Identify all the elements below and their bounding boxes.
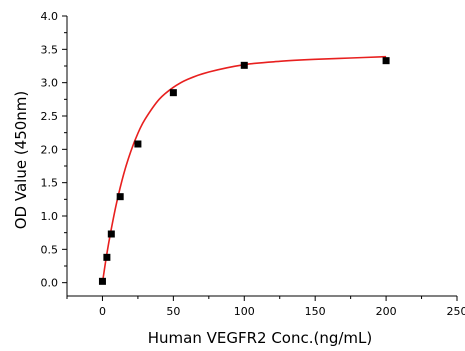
data-point (98, 277, 106, 285)
y-tick-label: 3.0 (41, 77, 59, 90)
x-tick-label: 150 (305, 305, 326, 318)
data-points-layer (98, 57, 390, 285)
y-tick-label: 2.5 (41, 110, 59, 123)
x-tick-label: 50 (166, 305, 180, 318)
data-point (103, 253, 111, 261)
x-tick-label: 0 (99, 305, 106, 318)
y-tick-label: 3.5 (41, 43, 59, 56)
fit-curve-layer (101, 55, 387, 283)
x-tick-label: 200 (376, 305, 397, 318)
y-tick-label: 0.0 (41, 277, 59, 290)
fit-curve-line (101, 55, 387, 283)
x-axis-title: Human VEGFR2 Conc.(ng/mL) (148, 329, 373, 347)
y-tick-label: 1.0 (41, 210, 59, 223)
data-point (169, 89, 177, 97)
x-tick-label: 100 (234, 305, 255, 318)
y-tick-label: 0.5 (41, 243, 59, 256)
data-point (240, 61, 248, 69)
x-tick-label: 250 (447, 305, 465, 318)
data-point (107, 230, 115, 238)
data-point (116, 193, 124, 201)
y-tick-label: 1.5 (41, 177, 59, 190)
y-tick-label: 2.0 (41, 143, 59, 156)
axes (62, 15, 458, 301)
y-tick-label: 4.0 (41, 10, 59, 23)
y-axis-title: OD Value (450nm) (12, 91, 30, 230)
data-point (382, 57, 390, 65)
tick-labels-layer: 0.0 0.5 1.0 1.5 2.0 2.5 3.0 3.5 4.0 0 50 100 150 200 2… (41, 10, 465, 318)
data-point (134, 140, 142, 148)
